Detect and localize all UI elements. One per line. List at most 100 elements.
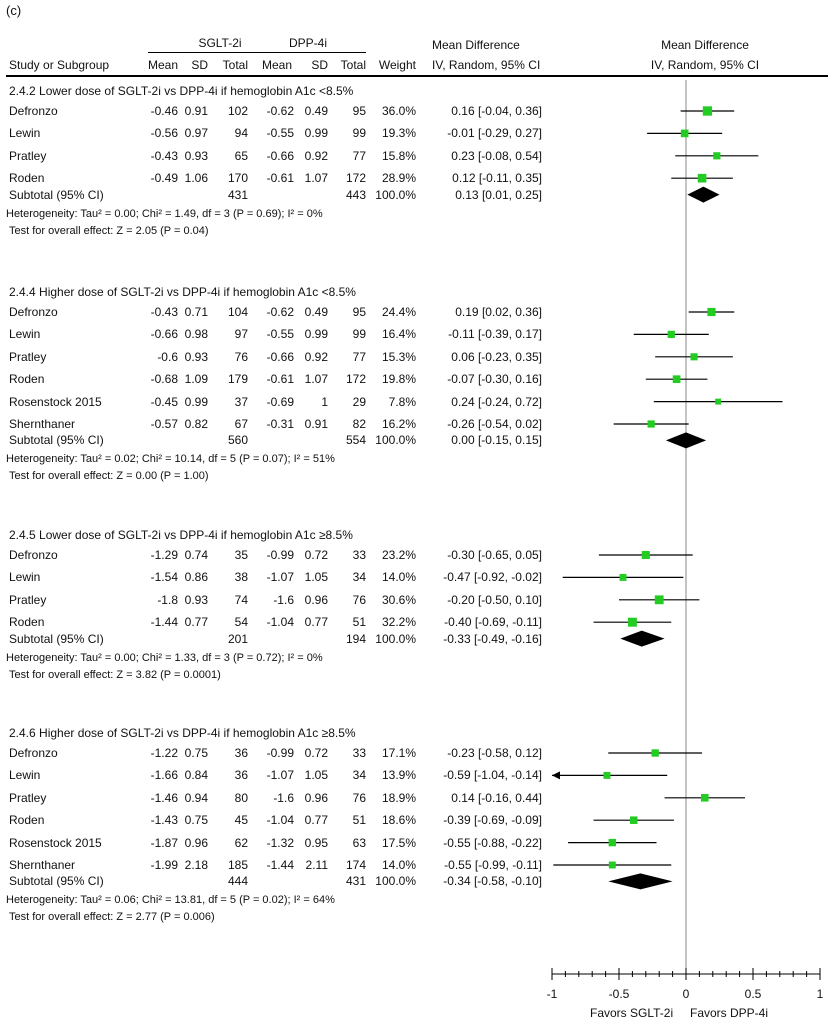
study-name: Lewin	[9, 126, 41, 141]
mean1-cell: -0.49	[150, 171, 178, 186]
x-tick-label: -0.5	[609, 987, 630, 1001]
x-tick-label: 0	[683, 987, 690, 1001]
overall-effect-text: Test for overall effect: Z = 2.05 (P = 0…	[9, 224, 209, 237]
study-name: Roden	[9, 615, 45, 630]
study-name: Rosenstock 2015	[9, 835, 102, 850]
total1-cell: 62	[234, 835, 248, 850]
mean1-header: Mean	[147, 58, 178, 72]
md-ci-cell: 0.12 [-0.11, 0.35]	[452, 171, 542, 186]
sd2-cell: 0.99	[304, 327, 328, 342]
study-marker	[651, 749, 659, 757]
total2-cell: 77	[352, 148, 366, 163]
study-marker	[702, 106, 713, 116]
ci-arrow	[552, 771, 560, 780]
subtotal-weight: 100.0%	[375, 187, 416, 202]
md-ci-cell: -0.30 [-0.65, 0.05]	[447, 548, 542, 562]
mean2-cell: -0.62	[266, 305, 294, 319]
total1-cell: 36	[234, 768, 248, 783]
total2-cell: 33	[352, 548, 366, 562]
md-ci-cell: -0.47 [-0.92, -0.02]	[443, 570, 542, 585]
md-ci-cell: -0.39 [-0.69, -0.09]	[443, 813, 542, 828]
group2-underline	[266, 52, 366, 53]
mean2-cell: -1.07	[266, 768, 294, 783]
subtotal-total2: 194	[345, 631, 366, 646]
sd1-cell: 0.99	[184, 394, 208, 409]
overall-effect-text: Test for overall effect: Z = 0.00 (P = 1…	[9, 470, 209, 483]
weight-cell: 18.6%	[381, 813, 416, 828]
mean1-cell: -1.46	[150, 790, 178, 805]
study-marker	[647, 420, 655, 428]
total1-cell: 74	[234, 592, 248, 607]
mean1-cell: -1.29	[150, 548, 178, 562]
total2-cell: 63	[352, 835, 366, 850]
total1-cell: 179	[227, 372, 248, 387]
total1-cell: 104	[227, 305, 248, 319]
sd2-cell: 0.72	[304, 746, 328, 760]
heterogeneity-text: Heterogeneity: Tau² = 0.00; Chi² = 1.49,…	[6, 207, 323, 220]
md-ci-cell: -0.55 [-0.88, -0.22]	[443, 835, 542, 850]
total2-cell: 95	[352, 305, 366, 319]
sd2-cell: 0.92	[304, 349, 328, 364]
total2-cell: 76	[352, 592, 366, 607]
panel-label: (c)	[6, 3, 22, 18]
pooled-diamond	[665, 432, 707, 449]
header-rule	[6, 75, 828, 77]
weight-cell: 18.9%	[381, 790, 416, 805]
mean1-cell: -0.45	[150, 394, 178, 409]
sd1-cell: 1.09	[184, 372, 208, 387]
sd2-cell: 0.49	[304, 305, 328, 319]
study-marker	[700, 794, 709, 802]
total2-cell: 172	[345, 171, 366, 186]
sd1-cell: 0.93	[184, 349, 208, 364]
sd1-cell: 0.71	[184, 305, 208, 319]
study-marker	[641, 550, 650, 560]
study-name: Defronzo	[9, 746, 58, 760]
mean1-cell: -1.87	[150, 835, 178, 850]
sd1-cell: 0.93	[184, 592, 208, 607]
md-title-right: Mean Difference	[661, 38, 749, 52]
mean2-cell: -0.31	[266, 417, 294, 431]
mean2-cell: -1.07	[266, 570, 294, 585]
subtotal-ci: 0.00 [-0.15, 0.15]	[451, 433, 542, 448]
subtotal-ci: -0.34 [-0.58, -0.10]	[443, 874, 542, 889]
weight-cell: 15.3%	[381, 349, 416, 364]
subtotal-total1: 431	[227, 187, 248, 202]
sd2-cell: 0.72	[304, 548, 328, 562]
sd1-cell: 0.98	[184, 327, 208, 342]
mean1-cell: -0.43	[150, 148, 178, 163]
md-ci-cell: -0.01 [-0.29, 0.27]	[447, 126, 542, 141]
study-marker	[603, 771, 611, 779]
sd1-cell: 0.91	[184, 104, 208, 118]
sd1-cell: 1.06	[184, 171, 208, 186]
md-ci-cell: 0.06 [-0.23, 0.35]	[451, 349, 542, 364]
weight-cell: 36.0%	[381, 104, 416, 118]
md-sub-left: IV, Random, 95% CI	[432, 58, 541, 72]
subtotal-total2: 554	[345, 433, 366, 448]
study-name: Defronzo	[9, 305, 58, 319]
mean1-cell: -1.66	[150, 768, 178, 783]
total2-cell: 33	[352, 746, 366, 760]
mean1-cell: -1.99	[150, 858, 178, 872]
heterogeneity-text: Heterogeneity: Tau² = 0.00; Chi² = 1.33,…	[6, 651, 323, 664]
study-name: Defronzo	[9, 548, 58, 562]
x-tick-label: 1	[817, 987, 824, 1001]
total2-header: Total	[340, 58, 366, 72]
subtotal-ci: -0.33 [-0.49, -0.16]	[443, 631, 542, 646]
subtotal-label: Subtotal (95% CI)	[9, 874, 104, 889]
weight-cell: 17.1%	[381, 746, 416, 760]
sd2-cell: 0.77	[304, 813, 328, 828]
total1-cell: 54	[234, 615, 248, 630]
study-marker	[680, 129, 689, 138]
subtotal-label: Subtotal (95% CI)	[9, 631, 104, 646]
total2-cell: 172	[345, 372, 366, 387]
heterogeneity-text: Heterogeneity: Tau² = 0.02; Chi² = 10.14…	[6, 453, 335, 466]
sd2-header: SD	[311, 58, 328, 72]
total1-cell: 97	[234, 327, 248, 342]
group1-header: SGLT-2i	[198, 36, 242, 50]
sd1-cell: 0.74	[184, 548, 208, 562]
study-marker	[715, 398, 722, 405]
pooled-diamond	[687, 186, 720, 203]
md-ci-cell: -0.26 [-0.54, 0.02]	[447, 417, 542, 431]
mean2-cell: -1.44	[266, 858, 294, 872]
overall-effect-text: Test for overall effect: Z = 3.82 (P = 0…	[9, 668, 221, 681]
